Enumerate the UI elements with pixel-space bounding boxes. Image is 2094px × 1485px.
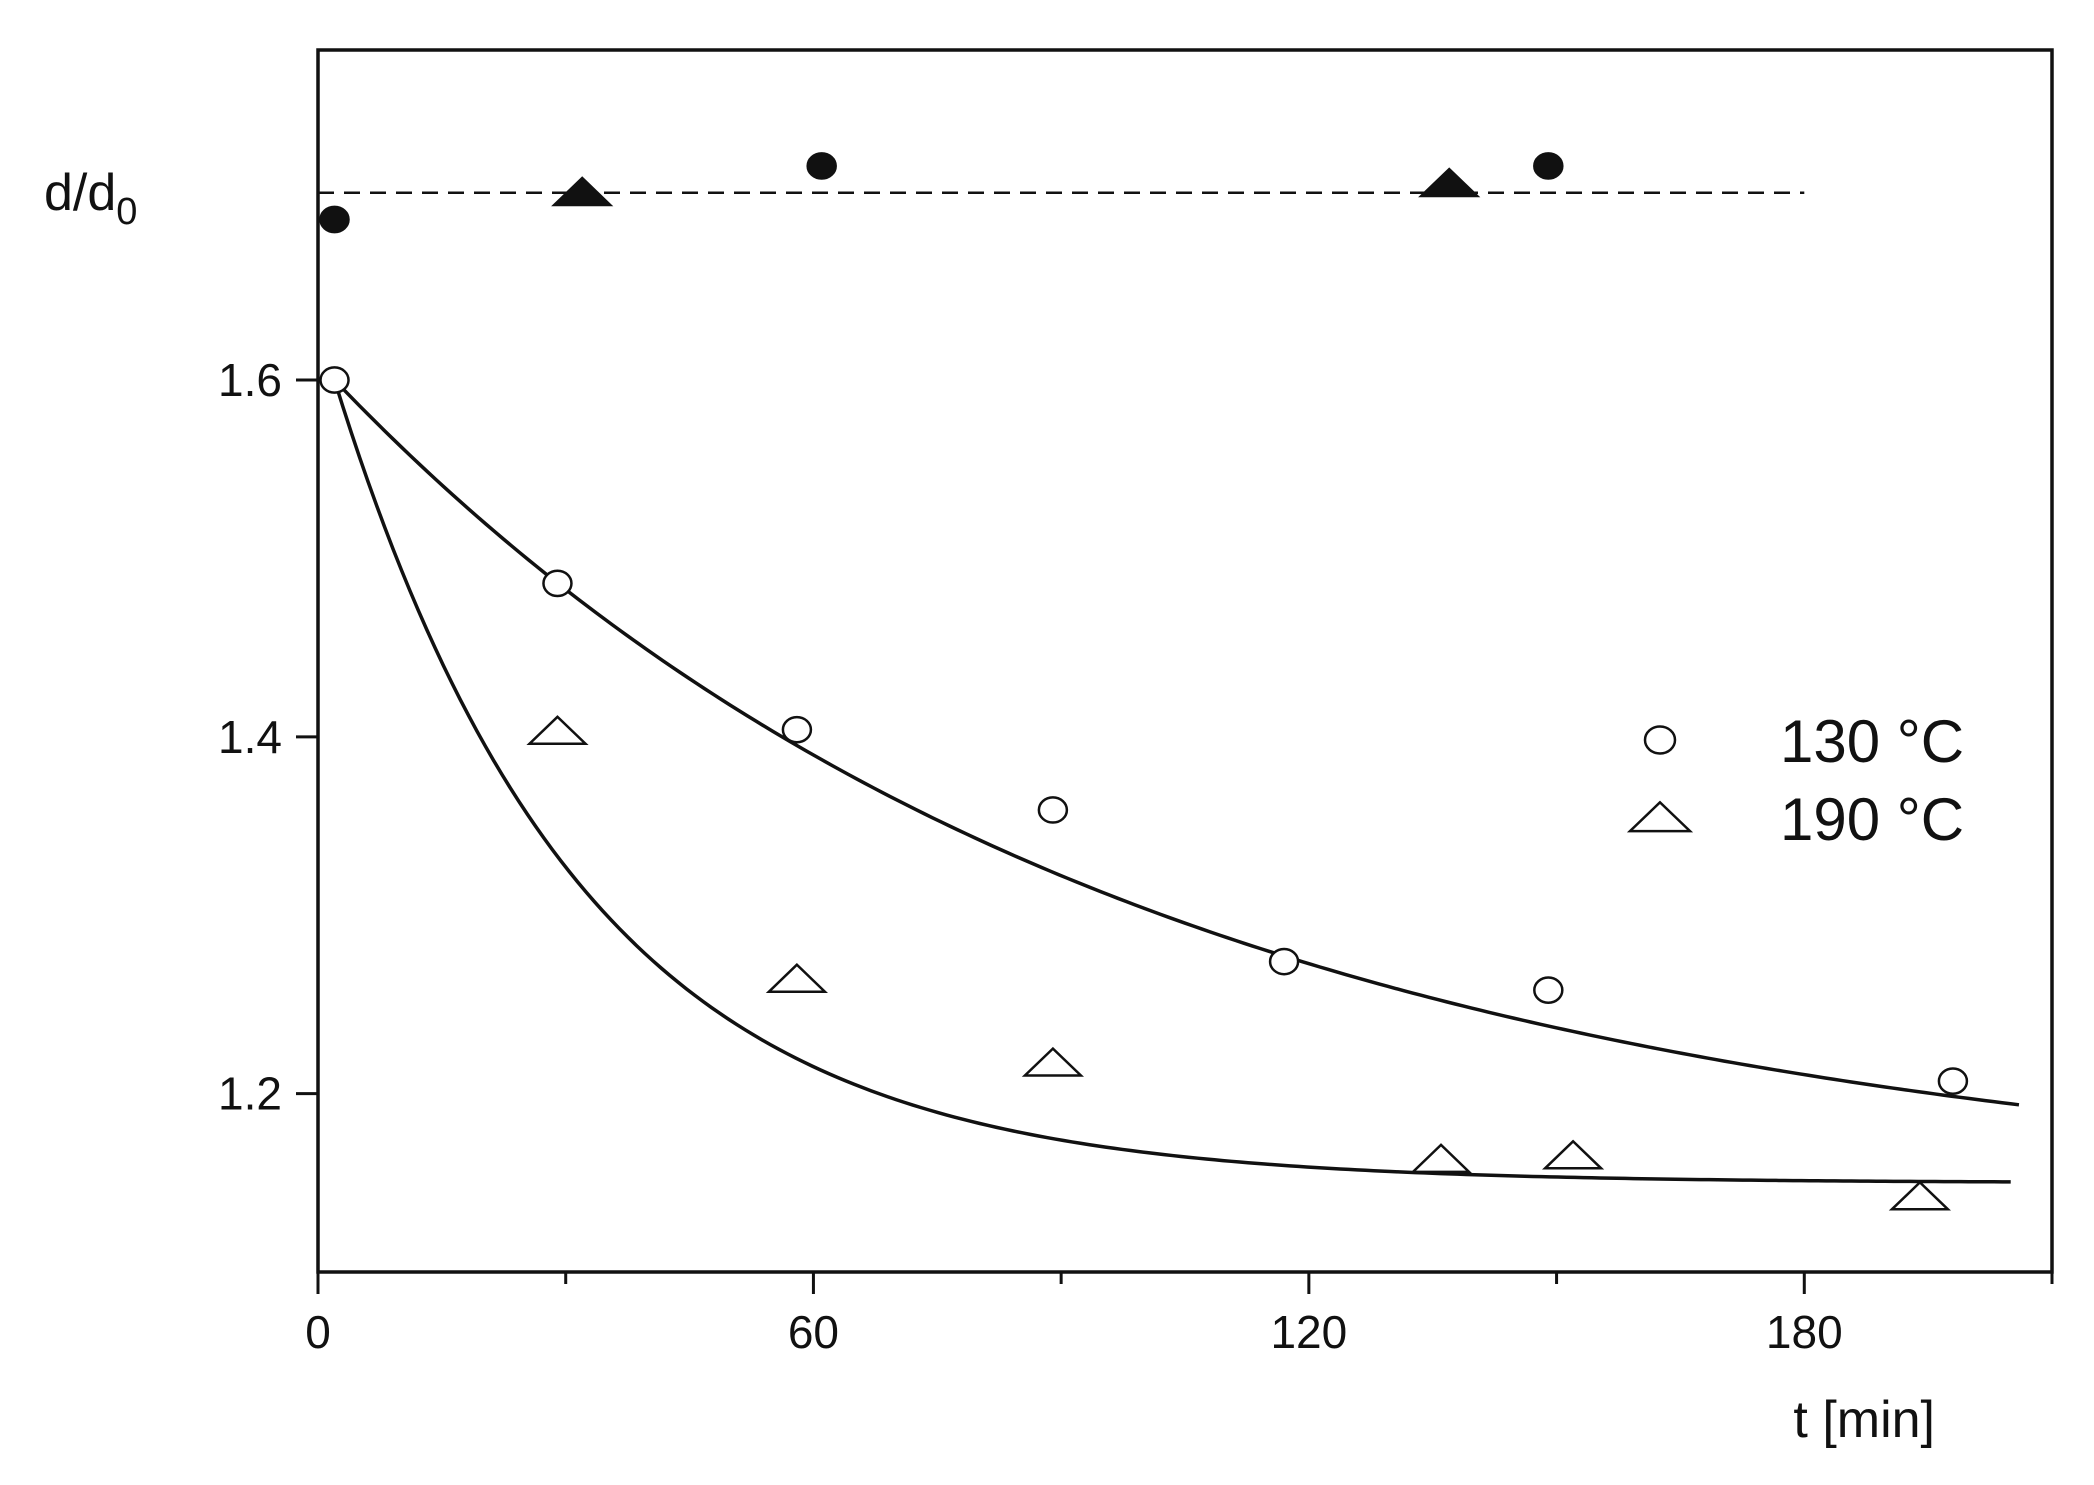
x-tick-label-120: 120	[1270, 1306, 1347, 1358]
point-series-1-3	[1409, 1143, 1473, 1174]
x-axis-title: t [min]	[1793, 1391, 1935, 1449]
y-tick-label-1.6: 1.6	[218, 354, 282, 406]
y-axis-title: d/d0	[44, 164, 137, 233]
y-tick-label-1.4: 1.4	[218, 711, 282, 763]
fit-curve-series-0	[333, 378, 2020, 1107]
legend-label-1: 190 °C	[1780, 786, 1964, 853]
point-series-1-1	[765, 962, 828, 993]
fit-curve-series-1	[332, 379, 2011, 1184]
y-axis: 1.2 1.4 1.6	[218, 354, 318, 1120]
point-series-2-1	[806, 152, 837, 180]
point-series-0-0	[319, 366, 350, 394]
point-series-3-1	[1418, 167, 1481, 198]
point-series-2-0	[319, 205, 350, 234]
x-tick-label-180: 180	[1766, 1306, 1843, 1358]
x-tick-label-0: 0	[305, 1306, 331, 1358]
plot-area	[316, 48, 2054, 1274]
point-series-1-2	[1021, 1046, 1085, 1077]
data-markers	[319, 152, 1969, 1211]
point-series-3-0	[551, 176, 614, 207]
y-axis-title-main: d/d	[44, 164, 116, 222]
point-series-0-3	[1037, 796, 1069, 824]
fit-curves	[332, 378, 2020, 1184]
point-series-1-4	[1542, 1139, 1605, 1170]
legend-marker-1	[1626, 800, 1694, 833]
point-series-0-2	[781, 715, 813, 744]
point-series-0-4	[1268, 947, 1300, 976]
legend-label-0: 130 °C	[1780, 708, 1964, 775]
point-series-1-5	[1888, 1180, 1952, 1211]
point-series-1-0	[526, 715, 589, 745]
point-series-0-6	[1937, 1067, 1969, 1095]
y-axis-title-subscript: 0	[116, 191, 137, 233]
legend: 130 °C 190 °C	[1626, 708, 1964, 853]
point-series-0-5	[1533, 976, 1564, 1004]
y-tick-label-1.2: 1.2	[218, 1068, 282, 1120]
plot-frame	[316, 48, 2054, 1274]
legend-marker-0	[1643, 725, 1677, 755]
point-series-0-1	[542, 569, 573, 598]
x-axis: 0 60 120 180	[305, 1272, 2054, 1358]
x-tick-label-60: 60	[788, 1306, 839, 1358]
point-series-2-2	[1533, 152, 1564, 180]
